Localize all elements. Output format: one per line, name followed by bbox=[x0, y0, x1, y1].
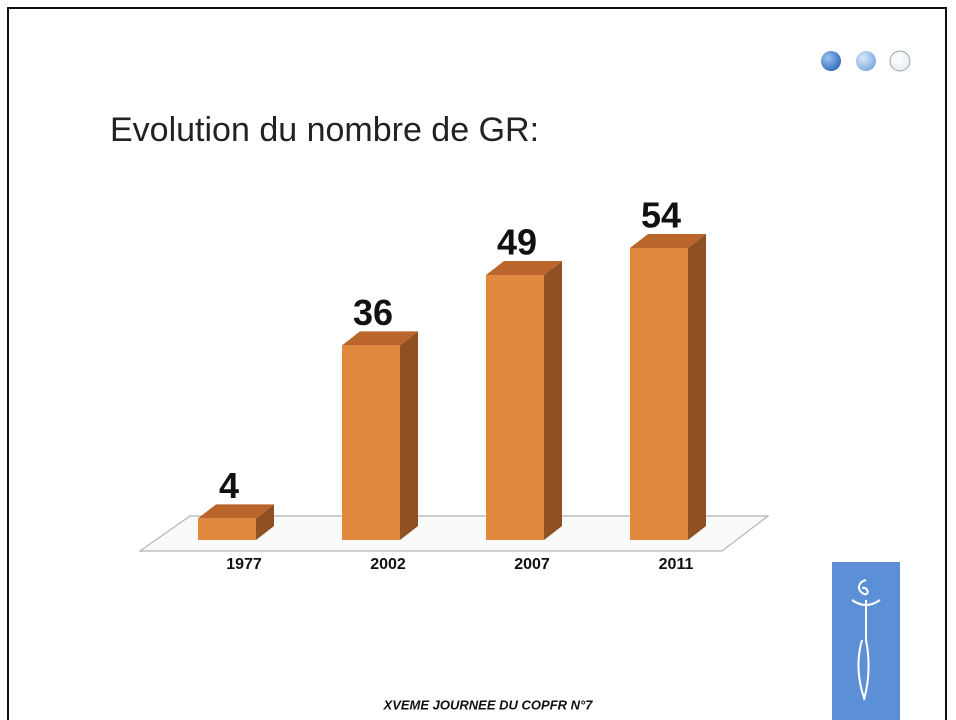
bar bbox=[342, 345, 400, 540]
bar-side bbox=[256, 504, 274, 540]
x-tick-label: 2002 bbox=[370, 556, 406, 573]
bar-side bbox=[688, 234, 706, 540]
footer: XVEME JOURNEE DU COPFR N°7 bbox=[383, 697, 594, 712]
x-tick-label: 2011 bbox=[659, 556, 694, 573]
bar-top bbox=[630, 234, 706, 248]
data-label: 4 bbox=[219, 465, 239, 506]
bar bbox=[630, 248, 688, 540]
logo-symbol bbox=[851, 579, 881, 701]
bar bbox=[198, 518, 256, 540]
logo bbox=[832, 562, 900, 720]
x-tick-label: 2007 bbox=[514, 556, 550, 573]
bar-side bbox=[544, 261, 562, 540]
bar-side bbox=[400, 331, 418, 540]
bar-top bbox=[342, 331, 418, 346]
decor-dot bbox=[889, 50, 911, 72]
chart-title: Evolution du nombre de GR: bbox=[110, 111, 539, 149]
bars: 4 1977 36 2002 49 2007 54 2011 bbox=[198, 195, 706, 573]
data-label: 54 bbox=[641, 195, 681, 236]
data-label: 36 bbox=[353, 292, 393, 333]
decor-dot bbox=[821, 51, 841, 71]
data-label: 49 bbox=[497, 222, 537, 263]
x-tick-label: 1977 bbox=[226, 556, 262, 573]
slide-border bbox=[7, 7, 947, 720]
bar-top bbox=[486, 261, 562, 276]
bar bbox=[486, 275, 544, 540]
decor-dot bbox=[856, 51, 876, 71]
bar-top bbox=[198, 504, 274, 519]
floor bbox=[138, 515, 770, 552]
